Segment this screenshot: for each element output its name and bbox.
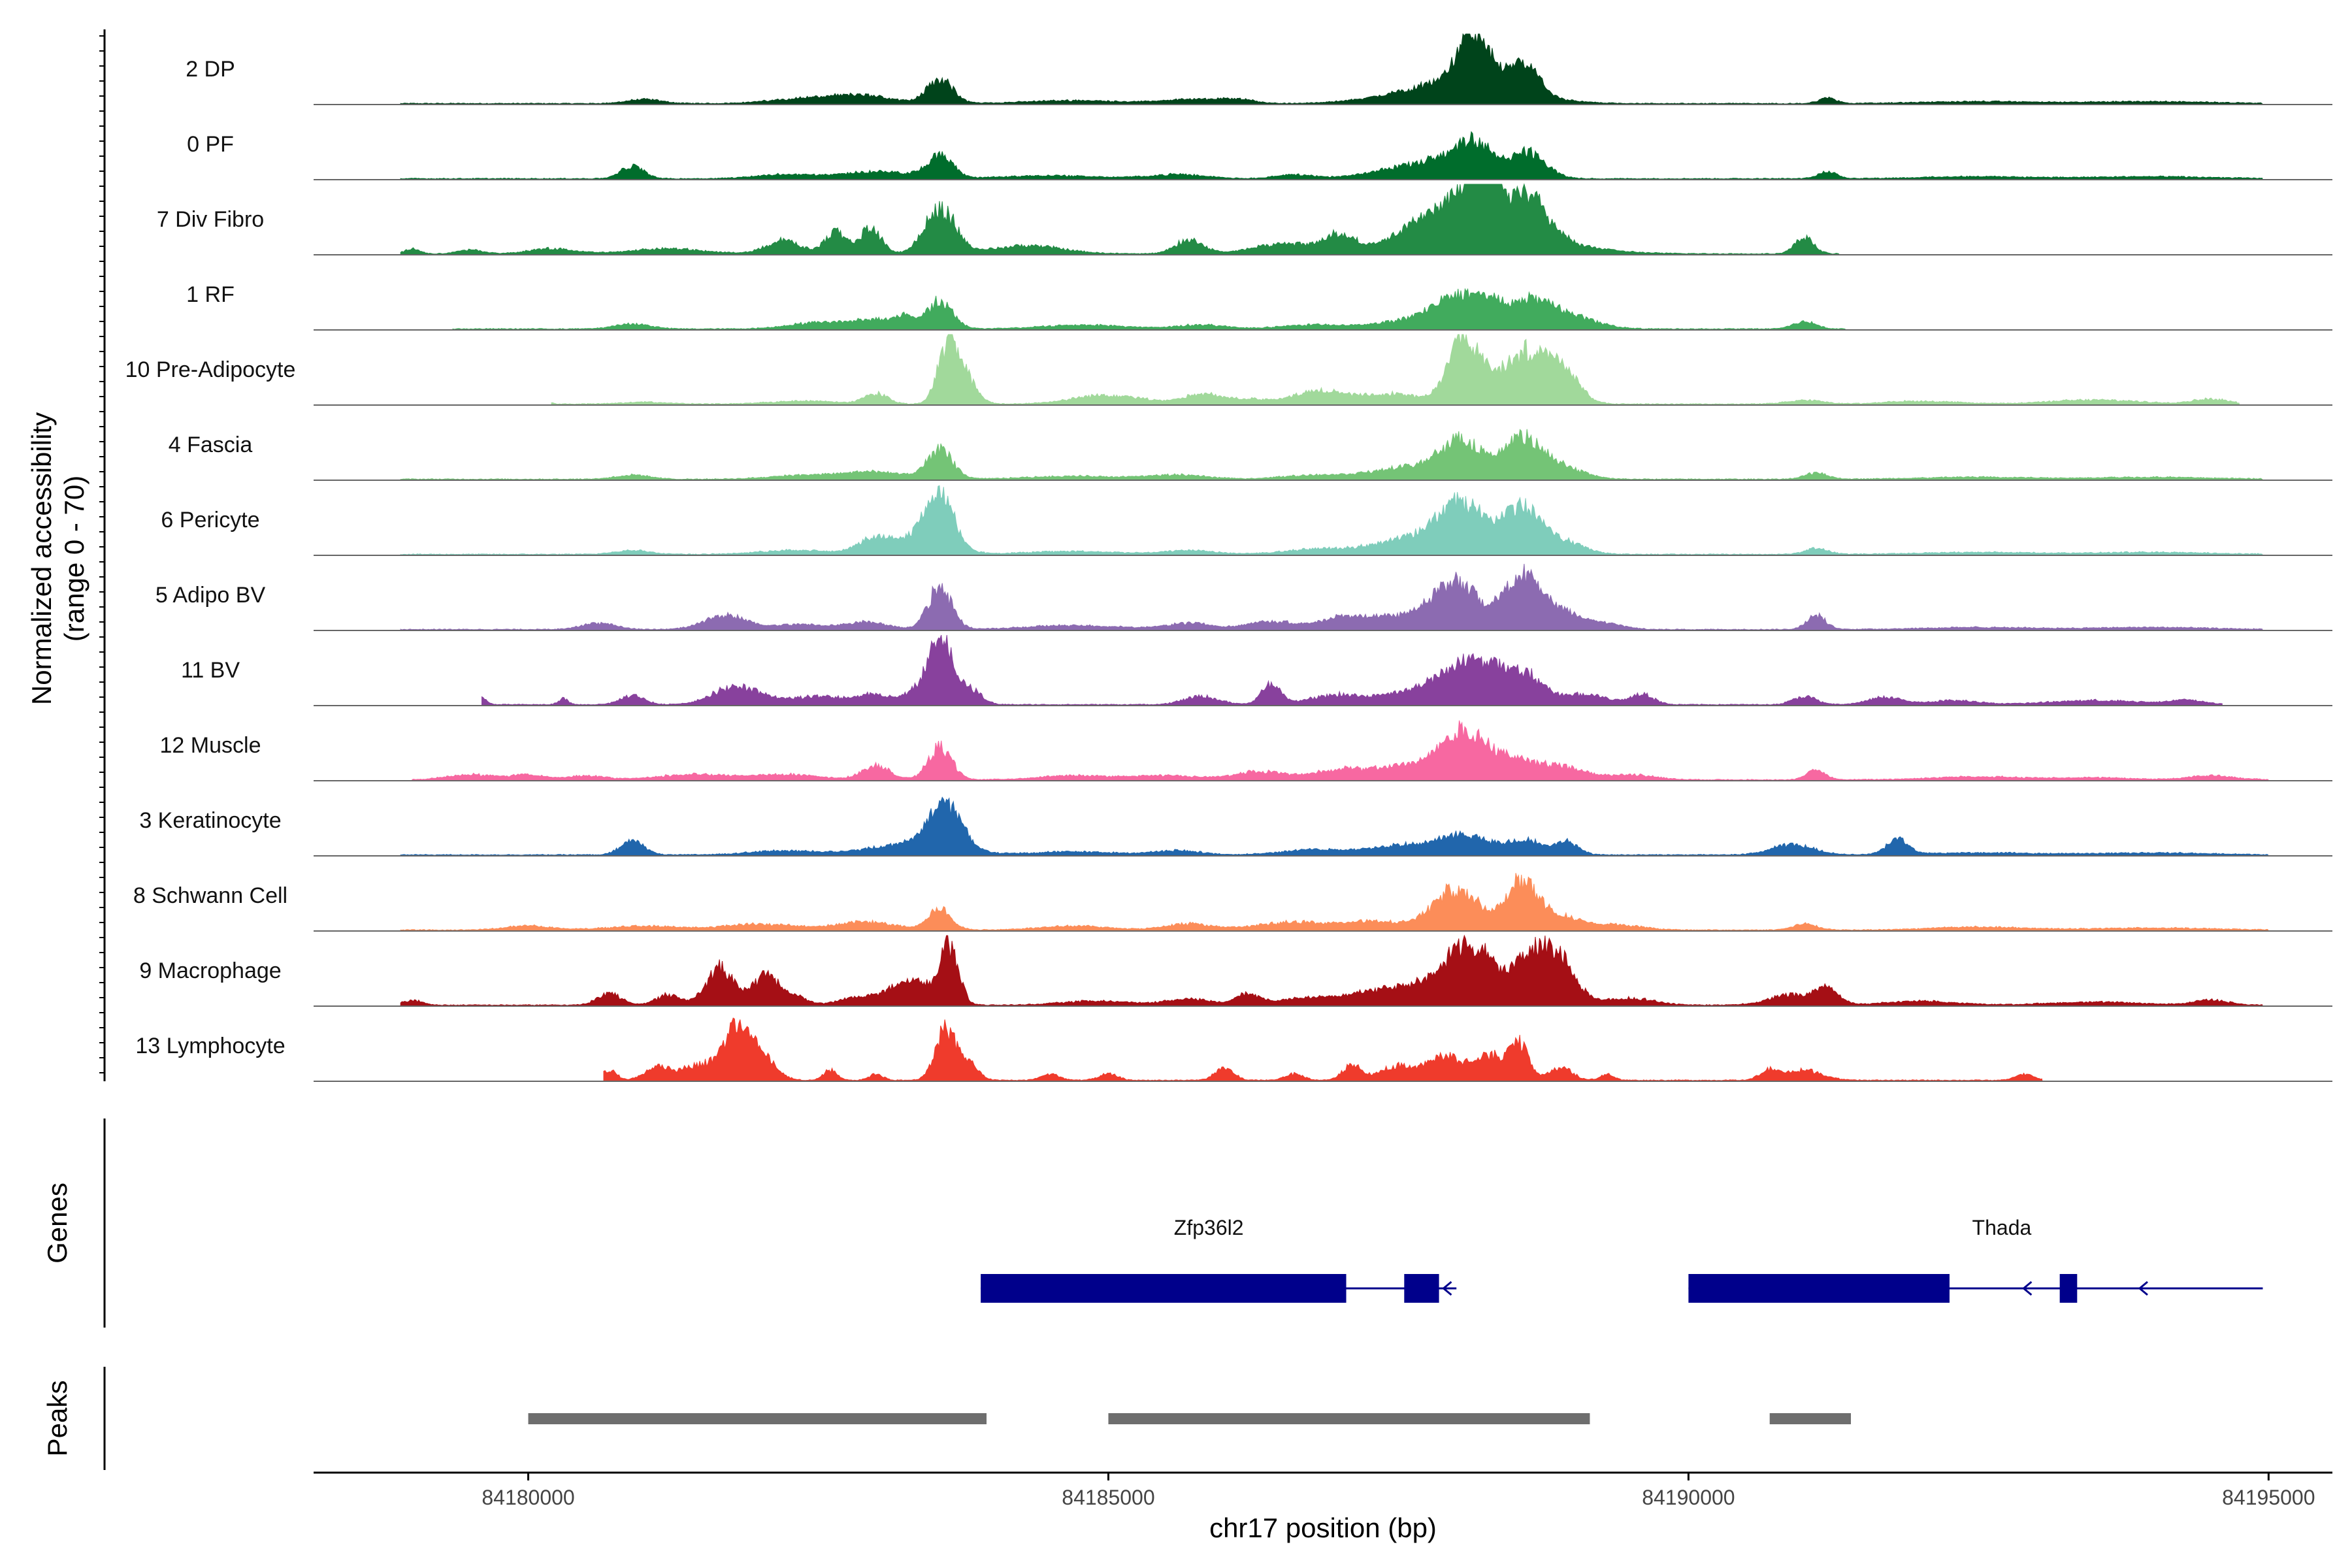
- gene-exon: [1688, 1274, 1950, 1303]
- peaks-panel-title: Peaks: [42, 1380, 73, 1457]
- track-0-pf: 0 PF: [187, 131, 2332, 180]
- coverage-area-5-adipo-bv: [400, 563, 2264, 631]
- strand-arrow-icon: [1442, 1281, 1452, 1296]
- coverage-area-1-rf: [452, 287, 1846, 331]
- y-axis-title-line1: Normalized accessibility: [26, 412, 57, 705]
- track-5-adipo-bv: 5 Adipo BV: [155, 563, 2332, 631]
- track-10-pre-adipocyte: 10 Pre-Adipocyte: [125, 334, 2332, 406]
- coverage-area-2-dp: [400, 33, 2264, 105]
- coverage-area-9-macrophage: [400, 934, 2264, 1007]
- track-4-fascia: 4 Fascia: [169, 429, 2332, 481]
- coverage-area-13-lymphocyte: [603, 1017, 2043, 1082]
- track-label: 0 PF: [187, 132, 234, 157]
- coverage-area-12-muscle: [412, 720, 2270, 781]
- coverage-area-7-div-fibro: [400, 183, 1840, 255]
- genes-track: Zfp36l2 Thada: [981, 1216, 2263, 1303]
- track-label: 6 Pericyte: [161, 508, 259, 532]
- track-label: 8 Schwann Cell: [133, 883, 287, 908]
- gene-exon: [1404, 1274, 1439, 1303]
- track-label: 4 Fascia: [169, 433, 253, 457]
- gene-zfp36l2: Zfp36l2: [981, 1216, 1457, 1303]
- track-9-macrophage: 9 Macrophage: [139, 934, 2332, 1007]
- track-13-lymphocyte: 13 Lymphocyte: [135, 1017, 2332, 1082]
- coverage-area-0-pf: [400, 131, 2264, 180]
- track-7-div-fibro: 7 Div Fibro: [157, 183, 2332, 255]
- track-label: 7 Div Fibro: [157, 207, 264, 232]
- track-label: 13 Lymphocyte: [135, 1034, 285, 1058]
- coverage-y-ticks: [99, 35, 105, 1073]
- y-axis-title-line2: (range 0 - 70): [59, 476, 90, 642]
- track-label: 10 Pre-Adipocyte: [125, 357, 296, 382]
- peak-region: [1769, 1413, 1852, 1424]
- x-axis-title: chr17 position (bp): [1209, 1512, 1437, 1543]
- strand-arrow-icon: [2138, 1281, 2148, 1296]
- coverage-area-8-schwann-cell: [400, 873, 2270, 932]
- track-label: 11 BV: [181, 658, 240, 683]
- x-axis-ticks: 84180000 84185000 84190000 84195000: [482, 1473, 2315, 1509]
- gene-name-label: Zfp36l2: [1174, 1216, 1244, 1239]
- coverage-area-11-bv: [482, 634, 2223, 706]
- coverage-area-3-keratinocyte: [400, 796, 2270, 857]
- track-label: 12 Muscle: [160, 733, 261, 758]
- coverage-area-4-fascia: [400, 429, 2264, 481]
- coverage-area-10-pre-adipocyte: [551, 334, 2240, 406]
- peak-region: [1108, 1413, 1590, 1424]
- gene-name-label: Thada: [1972, 1216, 2032, 1239]
- x-tick-label: 84185000: [1062, 1486, 1154, 1509]
- track-3-keratinocyte: 3 Keratinocyte: [139, 796, 2332, 857]
- track-label: 5 Adipo BV: [155, 583, 266, 608]
- strand-arrow-icon: [2022, 1281, 2033, 1296]
- track-label: 9 Macrophage: [139, 958, 281, 983]
- gene-thada: Thada: [1688, 1216, 2263, 1303]
- genes-panel-title: Genes: [42, 1183, 73, 1264]
- track-1-rf: 1 RF: [186, 282, 2332, 331]
- coverage-area-6-pericyte: [400, 485, 2264, 556]
- x-tick-label: 84180000: [482, 1486, 574, 1509]
- track-8-schwann-cell: 8 Schwann Cell: [133, 873, 2332, 932]
- track-12-muscle: 12 Muscle: [160, 720, 2332, 781]
- track-label: 2 DP: [186, 57, 235, 82]
- peak-region: [528, 1413, 987, 1424]
- x-tick-label: 84190000: [1642, 1486, 1735, 1509]
- gene-exon: [981, 1274, 1347, 1303]
- peaks-track: [528, 1413, 1852, 1424]
- track-label: 3 Keratinocyte: [139, 808, 281, 833]
- track-2-dp: 2 DP: [186, 33, 2332, 105]
- coverage-tracks: 2 DP 0 PF 7 Div Fibro 1 RF 10 Pre-Adipocyte 4…: [125, 33, 2332, 1082]
- track-11-bv: 11 BV: [181, 634, 2332, 706]
- track-label: 1 RF: [186, 282, 235, 307]
- track-6-pericyte: 6 Pericyte: [161, 485, 2332, 556]
- gene-exon: [2059, 1274, 2078, 1303]
- x-tick-label: 84195000: [2222, 1486, 2315, 1509]
